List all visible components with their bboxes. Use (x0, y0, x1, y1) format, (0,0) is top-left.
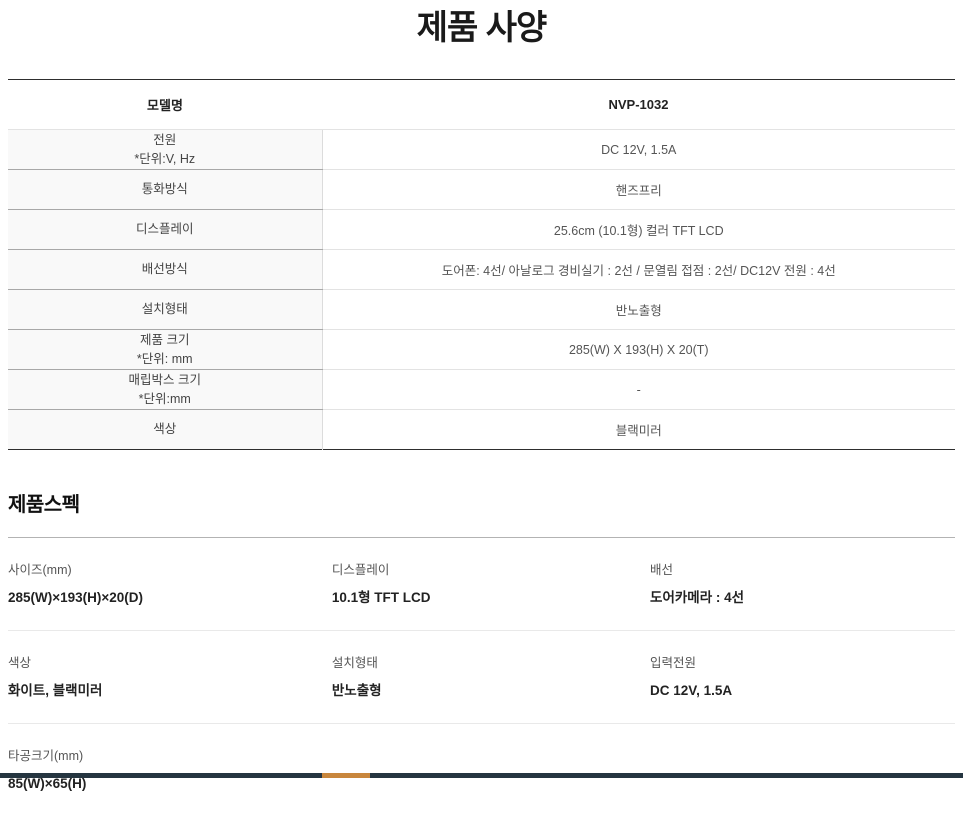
spec-item-value: 도어카메라 : 4선 (650, 590, 745, 605)
spec-item-value: 화이트, 블랙미러 (8, 683, 103, 699)
table-row: 디스플레이 25.6cm (10.1형) 컬러 TFT LCD (8, 209, 955, 250)
spec-grid-row: 색상 화이트, 블랙미러 설치형태 반노출형 입력전원 DC 12V, 1.5A (8, 631, 955, 725)
row-value: 285(W) X 193(H) X 20(T) (322, 329, 955, 370)
row-label-note: *단위: mm (136, 351, 193, 366)
row-label: 전원 *단위:V, Hz (8, 129, 323, 170)
footer-bar (0, 773, 963, 778)
row-value: - (322, 369, 955, 410)
product-spec-table: 모델명 NVP-1032 전원 *단위:V, Hz DC 12V, 1.5A 통… (8, 79, 955, 450)
spec-item-label: 사이즈(mm) (8, 563, 72, 577)
row-label: 통화방식 (8, 169, 323, 210)
product-spec-heading: 제품스펙 (8, 494, 80, 516)
row-label: 색상 (8, 409, 323, 450)
row-value: 반노출형 (322, 289, 955, 330)
model-value: NVP-1032 (322, 79, 955, 130)
spec-item-hole-size: 타공크기(mm) 85(W)×65(H) (8, 749, 332, 792)
spec-item-value: 반노출형 (331, 683, 382, 699)
row-label-text: 전원 (153, 133, 177, 148)
section-divider (8, 537, 955, 538)
table-row: 매립박스 크기 *단위:mm - (8, 369, 955, 410)
row-label-note: *단위:V, Hz (134, 151, 196, 166)
page-title: 제품 사양 (416, 9, 548, 47)
row-label: 매립박스 크기 *단위:mm (8, 369, 323, 410)
row-value: DC 12V, 1.5A (322, 129, 955, 170)
spec-item-label: 배선 (650, 563, 674, 577)
table-row: 설치형태 반노출형 (8, 289, 955, 330)
row-value: 도어폰: 4선/ 아날로그 경비실기 : 2선 / 문열림 접점 : 2선/ D… (322, 249, 955, 290)
spec-item-color: 색상 화이트, 블랙미러 (8, 656, 332, 699)
spec-grid-row: 타공크기(mm) 85(W)×65(H) (8, 724, 955, 816)
spec-item-label: 디스플레이 (331, 563, 390, 577)
table-row: 색상 블랙미러 (8, 409, 955, 450)
row-label-text: 매립박스 크기 (128, 373, 201, 388)
table-row: 배선방식 도어폰: 4선/ 아날로그 경비실기 : 2선 / 문열림 접점 : … (8, 249, 955, 290)
spec-item-value: 285(W)×193(H)×20(D) (8, 590, 144, 605)
spec-item-wiring: 배선 도어카메라 : 4선 (650, 563, 955, 606)
row-label: 디스플레이 (8, 209, 323, 250)
spec-item-display: 디스플레이 10.1형 TFT LCD (332, 563, 650, 606)
model-label: 모델명 (8, 79, 322, 130)
row-value: 25.6cm (10.1형) 컬러 TFT LCD (322, 209, 955, 250)
spec-item-input-power: 입력전원 DC 12V, 1.5A (650, 656, 955, 699)
footer-bar-accent (322, 773, 370, 778)
spec-item-value: 85(W)×65(H) (8, 776, 87, 792)
spec-item-label: 설치형태 (331, 656, 378, 671)
row-label-note: *단위:mm (138, 391, 191, 406)
table-row: 전원 *단위:V, Hz DC 12V, 1.5A (8, 129, 955, 170)
table-row: 통화방식 핸즈프리 (8, 169, 955, 210)
spec-item-install-type: 설치형태 반노출형 (332, 656, 650, 699)
spec-item-label: 색상 (8, 656, 32, 671)
spec-item-size: 사이즈(mm) 285(W)×193(H)×20(D) (8, 563, 332, 606)
row-label: 제품 크기 *단위: mm (8, 329, 323, 370)
row-label: 설치형태 (8, 289, 323, 330)
spec-item-label: 타공크기(mm) (8, 749, 84, 764)
table-header-row: 모델명 NVP-1032 (8, 79, 955, 130)
row-value: 핸즈프리 (322, 169, 955, 210)
table-row: 제품 크기 *단위: mm 285(W) X 193(H) X 20(T) (8, 329, 955, 370)
row-value: 블랙미러 (615, 424, 662, 438)
spec-item-value: DC 12V, 1.5A (650, 683, 733, 699)
row-label-text: 제품 크기 (140, 333, 190, 348)
spec-grid-row: 사이즈(mm) 285(W)×193(H)×20(D) 디스플레이 10.1형 … (8, 538, 955, 632)
row-label: 배선방식 (8, 249, 323, 290)
spec-item-value: 10.1형 TFT LCD (331, 590, 431, 605)
spec-item-label: 입력전원 (650, 656, 697, 671)
